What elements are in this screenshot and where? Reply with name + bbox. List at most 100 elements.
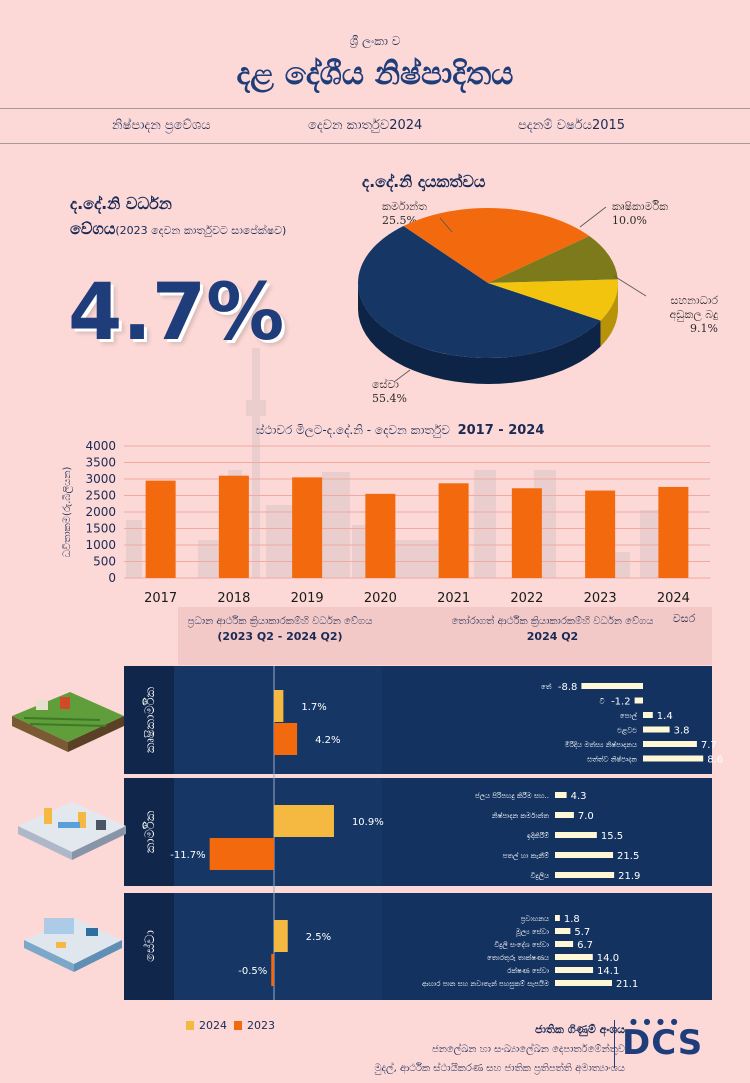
band-serv-right — [382, 893, 712, 1000]
activity-value: 1.4 — [657, 711, 673, 722]
growth-bar-y2024 — [274, 805, 334, 837]
pie-label-taxes: සහනාධාර අඩුකල බදු 9.1% — [648, 294, 719, 336]
y-tick-label: 2000 — [85, 505, 116, 519]
y-axis-label: ධවිතාකම(රු.බිලියන) — [61, 467, 73, 558]
activity-label: වී — [600, 698, 605, 706]
pie-label-agriculture: කෘෂිකාර්මික 10.0% — [612, 200, 668, 228]
bar-chart-title-text: ස්ථාවර මිලට-ද.දේ.නි - දෙවන කාර්තුව — [255, 423, 450, 437]
bar-2023 — [585, 490, 616, 578]
y-tick-label: 500 — [93, 555, 116, 569]
x-tick-label: 2023 — [584, 591, 617, 606]
pie-label-industry-name: කර්මාන්ත — [382, 200, 427, 213]
pie-leader-line — [613, 275, 647, 297]
page-title: දළ දේශීය නිෂ්පාදිතය — [236, 56, 514, 92]
y-tick-label: 3000 — [85, 472, 116, 486]
activity-value: 4.3 — [571, 791, 587, 802]
activity-bar — [555, 954, 593, 960]
x-tick-label: 2017 — [144, 591, 177, 606]
legend-2024-label: 2024 — [199, 1019, 227, 1032]
y-tick-label: 2500 — [85, 489, 116, 503]
activity-label: රක්ෂණ සේවා — [507, 967, 550, 975]
sector-tag-industry — [124, 778, 174, 886]
x-tick-label: 2018 — [217, 591, 250, 606]
activity-label: විදුලි සංදේශ සේවා — [494, 941, 549, 949]
growth-title-line2: වේගය — [70, 219, 116, 238]
right-section-head: තෝරාගත් ආර්ථික ක්‍රියාකාරකම්හි වර්ධන වේග… — [440, 614, 665, 644]
activity-bar — [643, 755, 704, 762]
x-tick-label: 2019 — [291, 591, 324, 606]
bar-2018 — [218, 475, 249, 578]
growth-bar-y2023 — [271, 954, 274, 986]
activity-bar — [555, 928, 571, 934]
activity-label: ප්‍රවාහනය — [520, 915, 549, 924]
country-caption: ශ්‍රී ලංකා ව — [349, 34, 401, 48]
pie-side-services — [358, 283, 601, 384]
activity-value: 5.7 — [574, 927, 590, 938]
x-tick-label: 2020 — [364, 591, 397, 606]
bar-2024 — [658, 486, 689, 578]
activity-value: 7.7 — [701, 740, 717, 751]
growth-bar-y2024 — [274, 920, 288, 952]
activity-bar — [643, 712, 653, 718]
activity-label: මිරිදිය මත්ස්‍ය නිෂ්පාදනය — [565, 740, 637, 749]
activity-label: මූල්‍ය සේවා — [516, 928, 550, 937]
growth-bar-label: 10.9% — [352, 817, 384, 828]
activity-value: 14.0 — [597, 953, 619, 964]
farm-illustration — [12, 692, 124, 752]
pie-label-agriculture-value: 10.0% — [612, 214, 647, 227]
legend-2024-swatch — [186, 1021, 194, 1030]
sector-name-label: කෘෂිකාර්මික — [142, 686, 158, 753]
activity-value: 1.8 — [564, 914, 580, 925]
activity-label: නිෂ්පාදන කර්මාන්ත — [492, 812, 549, 820]
activity-bar — [555, 812, 574, 818]
pie-slice-agriculture — [488, 236, 618, 283]
growth-qualifier: (2023 දෙවන කාර්තුවට සාපේක්ෂව) — [115, 224, 287, 237]
activity-bar — [581, 683, 643, 689]
factory-illustration — [18, 802, 126, 860]
bar-2021 — [438, 483, 469, 578]
bar-chart-title: ස්ථාවර මිලට-ද.දේ.නි - දෙවන කාර්තුව 2017 … — [0, 423, 750, 438]
sector-name-label: කාර්මික — [142, 810, 158, 853]
growth-bar-y2023 — [209, 838, 274, 870]
pie-title: ද.දේ.නි දායකත්වය — [362, 172, 486, 191]
info-bar: නිෂ්පාදන ප්‍රවේශය දෙවන කාර්තුව2024 පදනම්… — [0, 108, 750, 144]
activity-value: 14.1 — [597, 966, 619, 977]
activity-label: තේ — [541, 683, 552, 691]
dcs-dots-icon: ● ● ● ● — [630, 1017, 680, 1026]
right-section-title: තෝරාගත් ආර්ථික ක්‍රියාකාරකම්හි වර්ධන වේග… — [451, 616, 654, 627]
activity-label: එළවළු — [617, 727, 637, 735]
bar-2020 — [365, 493, 396, 578]
activity-value: 15.5 — [601, 831, 623, 842]
activity-label: සත්ත්ව නිෂ්පාදන — [587, 755, 637, 763]
pie-leader-line — [439, 217, 453, 233]
growth-bar-y2023 — [274, 723, 298, 755]
x-tick-label: 2024 — [657, 591, 690, 606]
pie-slice-industry — [403, 208, 590, 283]
footer-dept: ජනලේඛන හා සංඛ්‍යාලේඛන දෙපාර්තමේන්තුව — [431, 1044, 625, 1055]
growth-title: ද.දේ.නි වර්ධන වේගය(2023 දෙවන කාර්තුවට සා… — [70, 191, 300, 243]
activity-value: 6.7 — [577, 940, 593, 951]
pie-chart — [358, 206, 647, 384]
bar-2019 — [292, 477, 323, 578]
pie-leader-line — [579, 206, 607, 228]
pie-label-industry-value: 25.5% — [382, 214, 417, 227]
legend-2023-label: 2023 — [247, 1019, 275, 1032]
bar-2022 — [511, 488, 542, 578]
pie-slice-taxes — [488, 279, 618, 321]
growth-bar-y2024 — [274, 690, 284, 722]
info-quarter: දෙවන කාර්තුව2024 — [308, 118, 423, 133]
activity-label: විදුලිය — [530, 872, 549, 880]
selected-activity-bars: තේ -8.8 වී -1.2 පොල් 1.4 එළවළු 3.8 මිරිදිය මත්ස්… — [422, 682, 723, 990]
x-axis-label: වසර — [673, 612, 696, 625]
pie-label-taxes-value: 9.1% — [690, 322, 718, 335]
activity-value: 8.6 — [707, 755, 723, 766]
growth-bar-label: 2.5% — [306, 932, 331, 943]
left-section-period: (2023 Q2 - 2024 Q2) — [217, 630, 343, 643]
pie-slice-services — [358, 226, 601, 358]
x-tick-label: 2022 — [510, 591, 543, 606]
activity-bar — [555, 980, 612, 986]
pie-label-taxes-name: සහනාධාර අඩුකල බදු — [669, 294, 719, 321]
main-activity-bars: 1.7% 4.2% 10.9% -11.7% 2.5% -0.5% — [170, 666, 384, 1000]
activity-bar — [555, 915, 560, 921]
